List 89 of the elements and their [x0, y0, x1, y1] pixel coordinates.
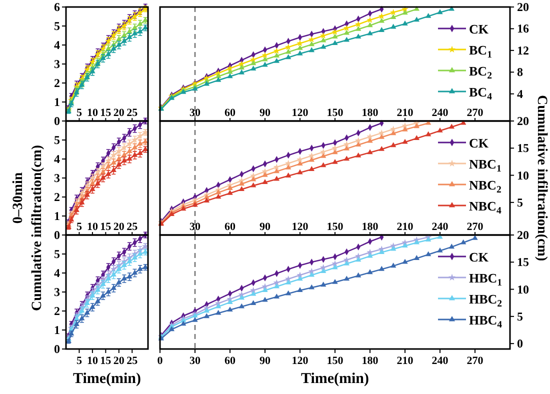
x-tick-label: 270: [466, 107, 484, 119]
x-tick-label: 210: [396, 107, 414, 119]
y-tick-label: 2: [54, 304, 60, 318]
x-tick-label: 0: [157, 355, 164, 367]
y-tick-label: 1: [54, 209, 60, 223]
y-tick-label: 15: [517, 141, 529, 156]
x-tick-label: 25: [126, 355, 138, 367]
y-tick-label: 4: [54, 152, 60, 166]
y-tick-label: 0: [517, 336, 523, 351]
x-tick-label: 30: [190, 221, 201, 233]
x-tick-label: 90: [260, 221, 271, 233]
y-tick-label: 5: [517, 309, 523, 324]
x-tick-label: 150: [326, 221, 344, 233]
y-tick-label: 20: [517, 0, 529, 14]
x-tick-label: 60: [224, 107, 236, 119]
legend-label: HBC$_{2}$: [469, 291, 502, 310]
y-axis-title: Cumulative infiltration(cm): [30, 144, 45, 312]
x-tick-label: 90: [260, 355, 271, 367]
x-tick-label: 120: [292, 107, 309, 119]
x-tick-label: 25: [126, 221, 138, 233]
y-tick-label: 3: [54, 171, 60, 185]
legend-label: HBC$_{4}$: [469, 312, 502, 330]
y-tick-label: 6: [54, 0, 60, 14]
x-tick-label: 240: [432, 355, 449, 367]
y-tick-label: 2: [54, 76, 60, 90]
x-tick-label: 120: [292, 221, 309, 233]
x-tick-label: 15: [100, 221, 112, 233]
y-tick-label: 0: [54, 342, 60, 356]
x-tick-label: 90: [260, 107, 271, 119]
legend-label: NBC$_{2}$: [469, 177, 502, 196]
x-tick-label: 60: [224, 355, 236, 367]
legend-label: CK: [469, 135, 490, 150]
legend-label: HBC$_{1}$: [469, 270, 502, 288]
x-tick-label: 240: [432, 107, 449, 119]
x-tick-label: 15: [100, 107, 112, 119]
x-tick-label: 120: [292, 355, 309, 367]
y-tick-label: 10: [517, 168, 529, 182]
x-tick-label: 30: [190, 107, 201, 119]
x-axis-title: Time(min): [72, 371, 142, 387]
y-tick-label: 12: [517, 43, 529, 58]
x-tick-label: 15: [100, 355, 112, 367]
legend-label: BC$_{4}$: [469, 84, 492, 102]
legend-label: BC$_{2}$: [469, 63, 492, 82]
y-axis-title: Cumulative infiltration(cm): [534, 94, 549, 262]
legend-label: NBC$_{4}$: [469, 198, 502, 216]
x-tick-label: 180: [362, 107, 379, 119]
y-tick-label: 4: [517, 86, 523, 101]
legend-label: CK: [469, 249, 490, 264]
x-tick-label: 240: [432, 221, 449, 233]
x-tick-label: 180: [362, 355, 379, 367]
x-tick-label: 5: [76, 355, 82, 367]
y-tick-label: 1: [54, 323, 60, 337]
text: 0–30min: [11, 172, 26, 224]
x-tick-label: 5: [76, 107, 82, 119]
x-tick-label: 270: [466, 221, 484, 233]
x-tick-label: 150: [326, 107, 344, 119]
x-tick-label: 20: [113, 221, 125, 233]
x-tick-label: 60: [224, 221, 236, 233]
y-tick-label: 8: [517, 65, 523, 80]
x-tick-label: 20: [113, 107, 125, 119]
y-tick-label: 10: [517, 282, 529, 296]
legend-label: NBC$_{1}$: [469, 156, 502, 174]
y-tick-label: 4: [54, 38, 60, 52]
x-tick-label: 10: [86, 355, 98, 367]
y-tick-label: 2: [54, 190, 60, 204]
y-tick-label: 16: [517, 22, 529, 36]
y-tick-label: 3: [54, 57, 60, 71]
x-tick-label: 210: [396, 355, 414, 367]
y-tick-label: 5: [54, 247, 60, 261]
legend-label: CK: [469, 21, 490, 36]
x-tick-label: 10: [86, 221, 98, 233]
x-tick-label: 10: [86, 107, 98, 119]
x-tick-label: 25: [126, 107, 138, 119]
y-tick-label: 1: [54, 95, 60, 109]
x-tick-label: 20: [113, 355, 125, 367]
x-tick-label: 270: [466, 355, 484, 367]
x-axis-title: Time(min): [300, 371, 370, 387]
y-tick-label: 3: [54, 285, 60, 299]
legend-label: BC$_{1}$: [469, 42, 492, 60]
x-tick-label: 30: [190, 355, 201, 367]
x-tick-label: 150: [326, 355, 344, 367]
y-tick-label: 4: [54, 266, 60, 280]
y-tick-label: 5: [54, 19, 60, 33]
x-tick-label: 210: [396, 221, 414, 233]
y-tick-label: 15: [517, 255, 529, 270]
y-tick-label: 5: [54, 133, 60, 147]
x-tick-label: 180: [362, 221, 379, 233]
y-tick-label: 5: [517, 195, 523, 210]
x-tick-label: 5: [76, 221, 82, 233]
